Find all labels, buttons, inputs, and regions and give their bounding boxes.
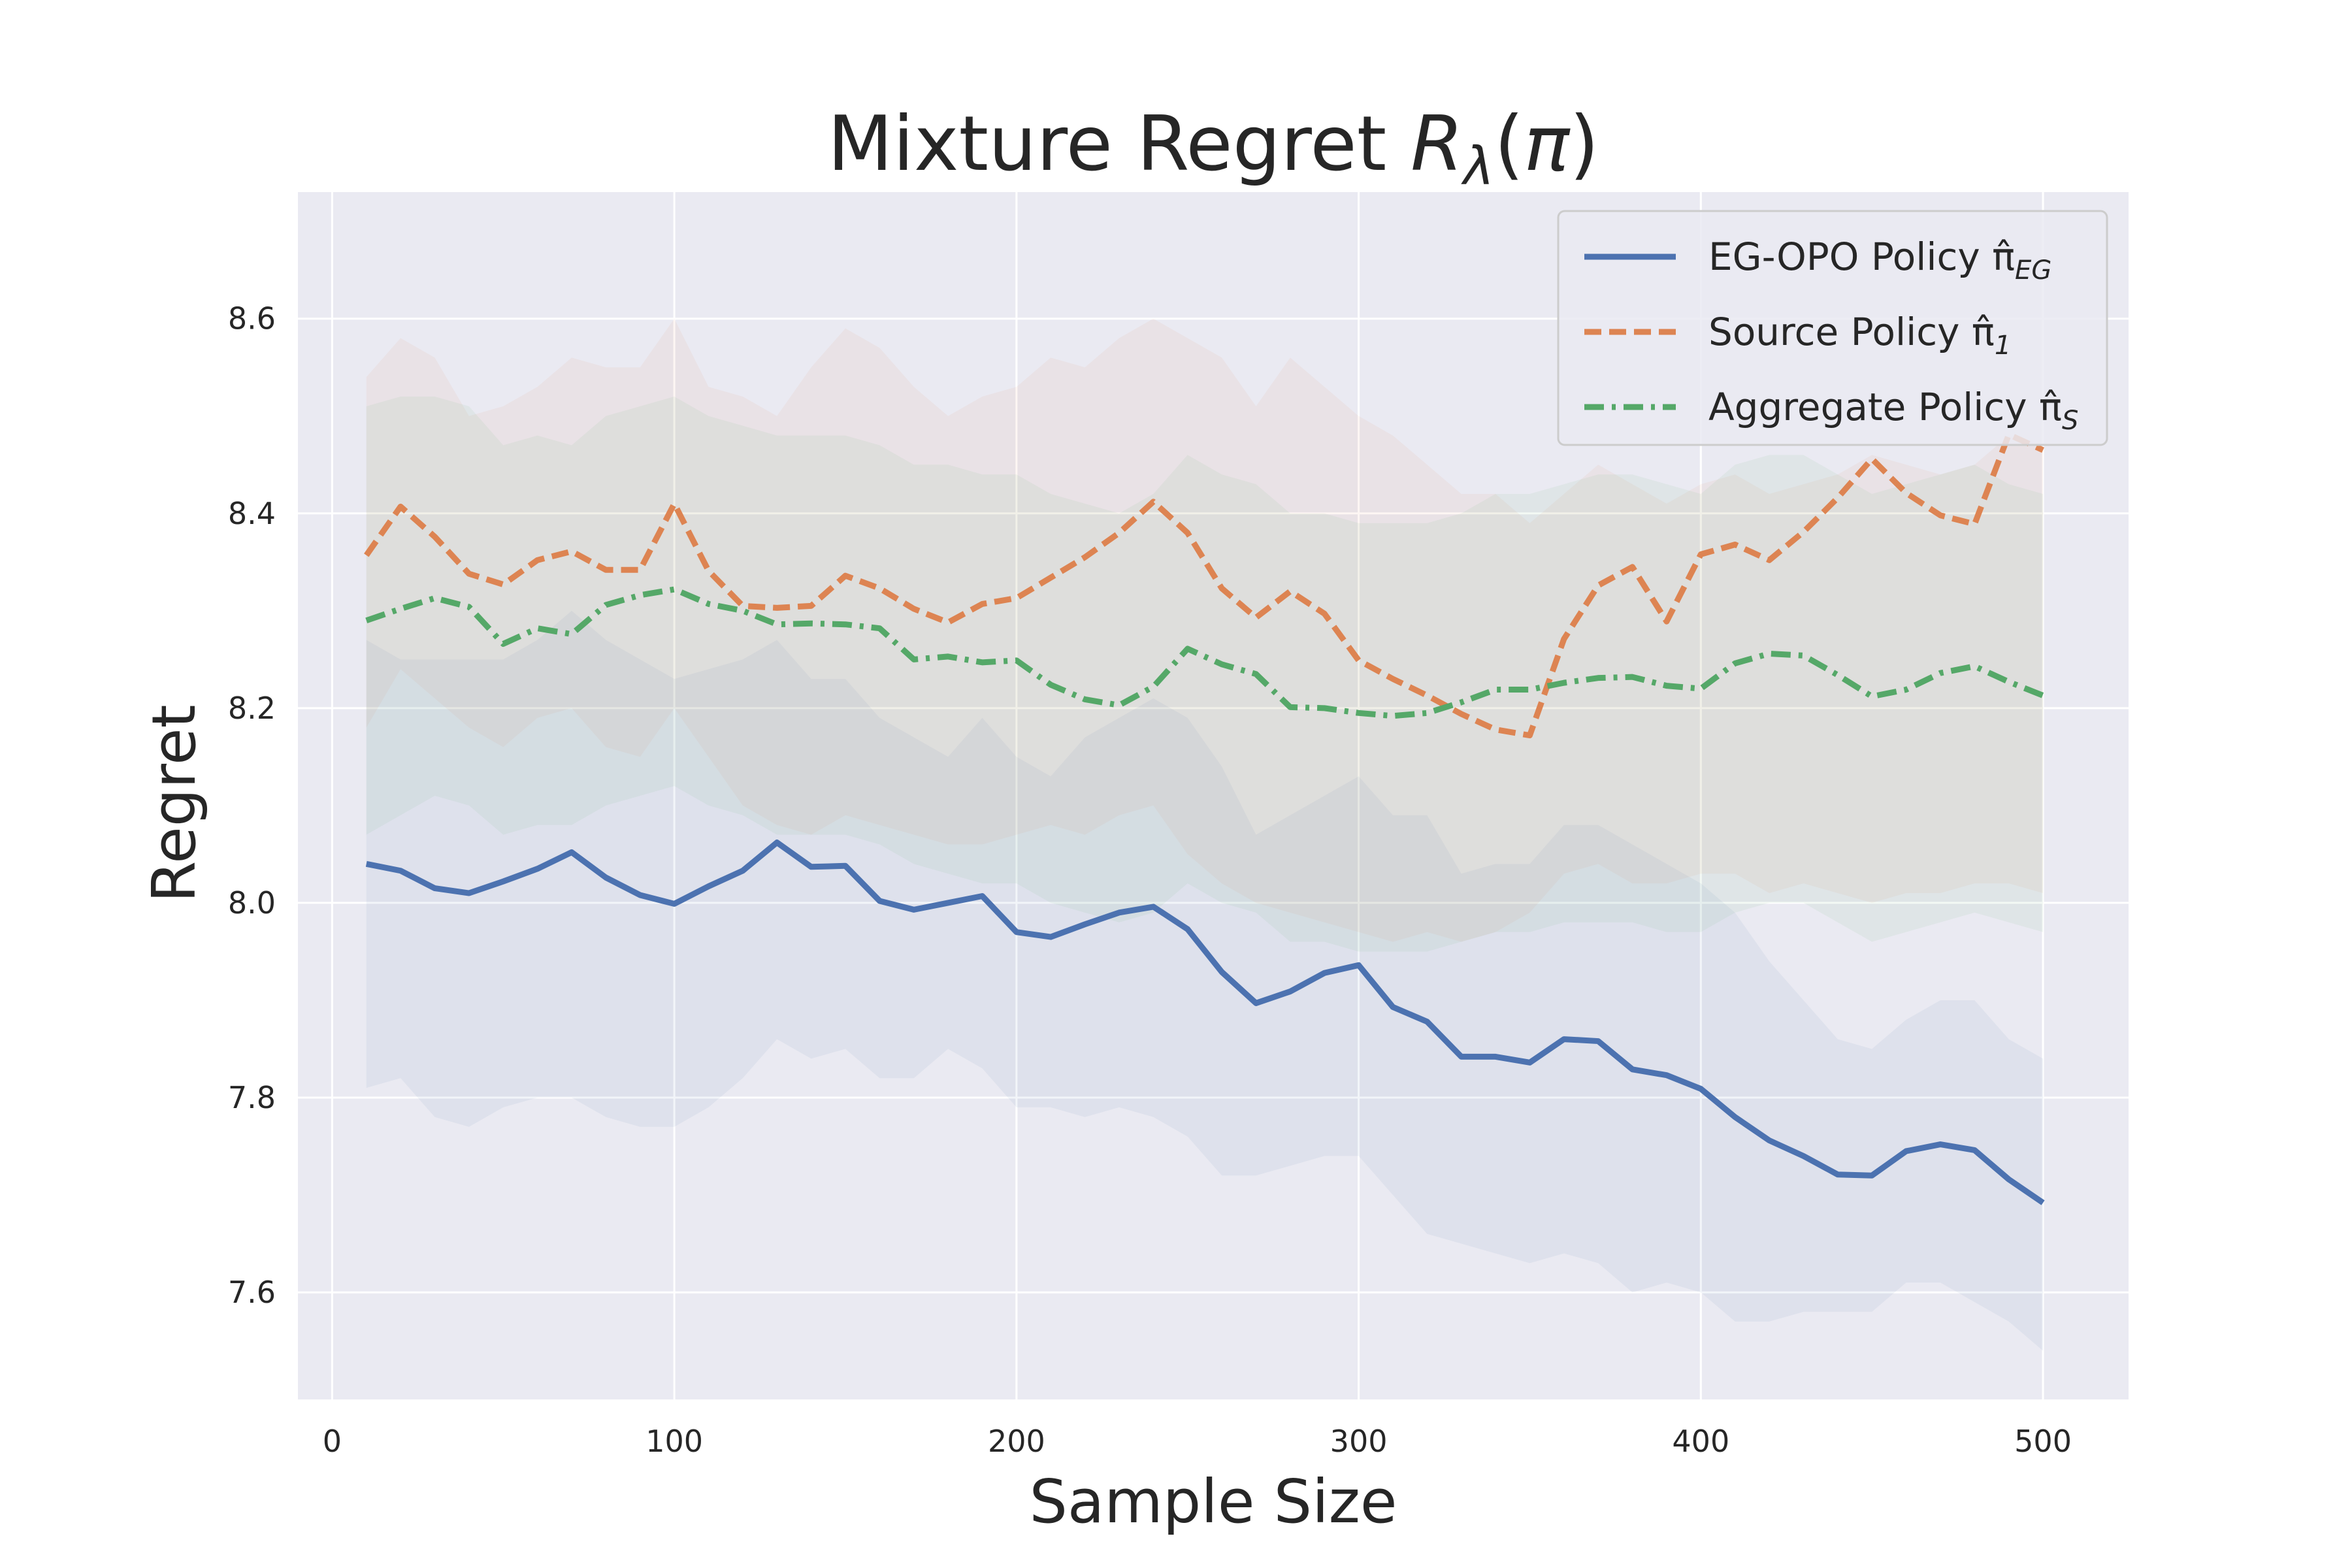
x-tick-label: 400 [1672, 1424, 1729, 1459]
x-axis-ticks: 0 100 200 300 400 500 [323, 1424, 2072, 1459]
legend-label-subscript: EG [2015, 255, 2051, 286]
y-tick-label: 8.2 [228, 691, 276, 726]
y-axis-label: Regret [139, 704, 209, 902]
legend-label-subscript: S [2062, 406, 2078, 436]
title-math-pi: ( [1494, 100, 1524, 188]
series-line [365, 840, 2045, 1205]
y-tick-label: 7.8 [228, 1080, 276, 1115]
legend-box [1557, 210, 2108, 446]
title-math-lambda: λ [1461, 136, 1494, 197]
confidence-band [366, 318, 2044, 942]
series-line [364, 431, 2044, 739]
confidence-band [366, 396, 2044, 952]
legend: EG-OPO Policy π̂EG Source Policy π̂1 Aggre… [1557, 210, 2108, 446]
legend-label: Source Policy π̂1 [1708, 310, 2011, 361]
title-math-pi-symbol: π [1524, 100, 1571, 188]
chart-title-text: Mixture Regret [828, 100, 1411, 188]
x-tick-label: 0 [323, 1424, 342, 1459]
series-line [365, 586, 2044, 719]
legend-label: EG-OPO Policy π̂EG [1708, 235, 2051, 286]
chart-title: Mixture Regret Rλ(π) [828, 100, 1599, 197]
x-axis-label: Sample Size [1029, 1467, 1397, 1537]
confidence-band [366, 610, 2044, 1351]
legend-label-subscript: 1 [1995, 331, 2011, 361]
x-tick-label: 100 [645, 1424, 703, 1459]
confidence-bands [366, 318, 2044, 1351]
title-math-close: ) [1569, 100, 1599, 188]
legend-label: Aggregate Policy π̂S [1708, 385, 2078, 436]
y-tick-label: 7.6 [228, 1275, 276, 1310]
x-tick-label: 200 [988, 1424, 1045, 1459]
y-tick-label: 8.6 [228, 301, 276, 336]
y-axis-ticks: 7.6 7.8 8.0 8.2 8.4 8.6 [228, 301, 276, 1310]
series-lines [364, 431, 2045, 1205]
x-tick-label: 500 [2014, 1424, 2072, 1459]
y-tick-label: 8.0 [228, 885, 276, 921]
x-tick-label: 300 [1330, 1424, 1388, 1459]
y-tick-label: 8.4 [228, 496, 276, 531]
title-math-r: R [1411, 100, 1463, 188]
